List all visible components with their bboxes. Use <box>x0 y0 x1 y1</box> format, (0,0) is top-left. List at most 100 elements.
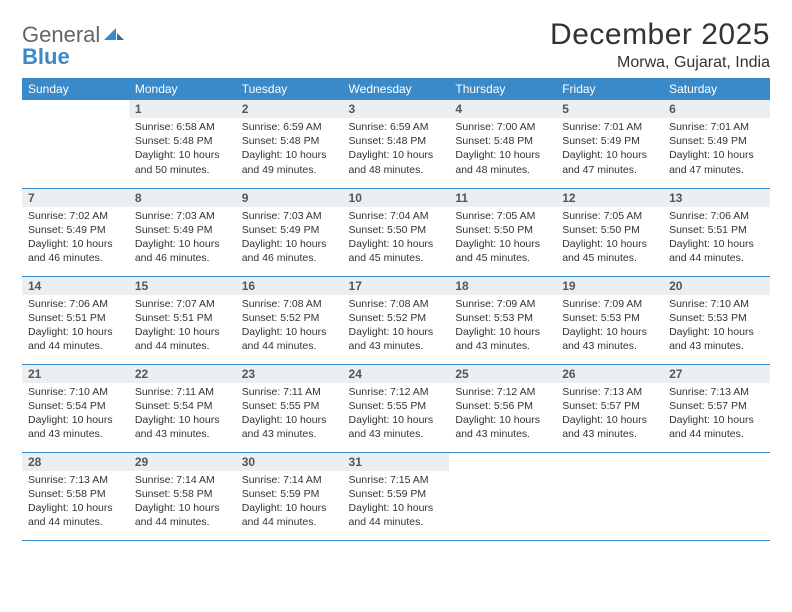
calendar-day-cell: 19Sunrise: 7:09 AMSunset: 5:53 PMDayligh… <box>556 276 663 364</box>
day-sunrise: Sunrise: 7:07 AM <box>135 297 230 311</box>
calendar-day-cell: 27Sunrise: 7:13 AMSunset: 5:57 PMDayligh… <box>663 364 770 452</box>
calendar-day-cell: 28Sunrise: 7:13 AMSunset: 5:58 PMDayligh… <box>22 452 129 540</box>
calendar-day-cell: 16Sunrise: 7:08 AMSunset: 5:52 PMDayligh… <box>236 276 343 364</box>
day-details: Sunrise: 7:13 AMSunset: 5:58 PMDaylight:… <box>22 471 129 534</box>
day-details: Sunrise: 7:09 AMSunset: 5:53 PMDaylight:… <box>449 295 556 358</box>
calendar-day-cell: 1Sunrise: 6:58 AMSunset: 5:48 PMDaylight… <box>129 100 236 188</box>
weekday-header: Tuesday <box>236 78 343 100</box>
day-details: Sunrise: 6:59 AMSunset: 5:48 PMDaylight:… <box>236 118 343 181</box>
day-sunrise: Sunrise: 7:10 AM <box>669 297 764 311</box>
day-details: Sunrise: 7:09 AMSunset: 5:53 PMDaylight:… <box>556 295 663 358</box>
day-sunset: Sunset: 5:48 PM <box>242 134 337 148</box>
day-number: 25 <box>449 365 556 383</box>
day-sunset: Sunset: 5:59 PM <box>242 487 337 501</box>
day-daylight: Daylight: 10 hours and 50 minutes. <box>135 148 230 176</box>
calendar-day-cell <box>22 100 129 188</box>
day-details: Sunrise: 7:07 AMSunset: 5:51 PMDaylight:… <box>129 295 236 358</box>
day-number: 3 <box>343 100 450 118</box>
day-sunrise: Sunrise: 6:59 AM <box>349 120 444 134</box>
day-sunset: Sunset: 5:50 PM <box>455 223 550 237</box>
day-daylight: Daylight: 10 hours and 45 minutes. <box>349 237 444 265</box>
logo-sail-icon <box>104 22 126 47</box>
day-details: Sunrise: 7:04 AMSunset: 5:50 PMDaylight:… <box>343 207 450 270</box>
calendar-day-cell: 15Sunrise: 7:07 AMSunset: 5:51 PMDayligh… <box>129 276 236 364</box>
day-details: Sunrise: 7:05 AMSunset: 5:50 PMDaylight:… <box>556 207 663 270</box>
day-details: Sunrise: 7:01 AMSunset: 5:49 PMDaylight:… <box>663 118 770 181</box>
day-number: 8 <box>129 189 236 207</box>
day-daylight: Daylight: 10 hours and 45 minutes. <box>455 237 550 265</box>
day-daylight: Daylight: 10 hours and 43 minutes. <box>455 325 550 353</box>
day-sunset: Sunset: 5:52 PM <box>242 311 337 325</box>
calendar-day-cell: 29Sunrise: 7:14 AMSunset: 5:58 PMDayligh… <box>129 452 236 540</box>
day-details: Sunrise: 7:13 AMSunset: 5:57 PMDaylight:… <box>556 383 663 446</box>
day-details: Sunrise: 7:06 AMSunset: 5:51 PMDaylight:… <box>22 295 129 358</box>
day-daylight: Daylight: 10 hours and 44 minutes. <box>135 501 230 529</box>
day-sunset: Sunset: 5:49 PM <box>135 223 230 237</box>
day-daylight: Daylight: 10 hours and 47 minutes. <box>669 148 764 176</box>
day-sunrise: Sunrise: 7:04 AM <box>349 209 444 223</box>
day-sunrise: Sunrise: 7:13 AM <box>28 473 123 487</box>
calendar-day-cell: 9Sunrise: 7:03 AMSunset: 5:49 PMDaylight… <box>236 188 343 276</box>
day-sunrise: Sunrise: 6:58 AM <box>135 120 230 134</box>
day-daylight: Daylight: 10 hours and 43 minutes. <box>242 413 337 441</box>
calendar-day-cell: 22Sunrise: 7:11 AMSunset: 5:54 PMDayligh… <box>129 364 236 452</box>
day-daylight: Daylight: 10 hours and 49 minutes. <box>242 148 337 176</box>
day-details: Sunrise: 7:15 AMSunset: 5:59 PMDaylight:… <box>343 471 450 534</box>
day-number: 23 <box>236 365 343 383</box>
day-details: Sunrise: 7:03 AMSunset: 5:49 PMDaylight:… <box>236 207 343 270</box>
calendar-day-cell: 7Sunrise: 7:02 AMSunset: 5:49 PMDaylight… <box>22 188 129 276</box>
weekday-header: Saturday <box>663 78 770 100</box>
day-sunset: Sunset: 5:58 PM <box>28 487 123 501</box>
day-number: 14 <box>22 277 129 295</box>
title-block: December 2025 Morwa, Gujarat, India <box>550 18 770 72</box>
day-details: Sunrise: 7:14 AMSunset: 5:58 PMDaylight:… <box>129 471 236 534</box>
day-sunrise: Sunrise: 7:13 AM <box>562 385 657 399</box>
day-daylight: Daylight: 10 hours and 47 minutes. <box>562 148 657 176</box>
day-daylight: Daylight: 10 hours and 44 minutes. <box>28 325 123 353</box>
calendar-day-cell: 11Sunrise: 7:05 AMSunset: 5:50 PMDayligh… <box>449 188 556 276</box>
day-sunset: Sunset: 5:54 PM <box>135 399 230 413</box>
day-sunset: Sunset: 5:49 PM <box>562 134 657 148</box>
day-sunset: Sunset: 5:57 PM <box>669 399 764 413</box>
day-details: Sunrise: 7:14 AMSunset: 5:59 PMDaylight:… <box>236 471 343 534</box>
day-details: Sunrise: 7:12 AMSunset: 5:55 PMDaylight:… <box>343 383 450 446</box>
day-sunset: Sunset: 5:50 PM <box>562 223 657 237</box>
day-daylight: Daylight: 10 hours and 44 minutes. <box>242 501 337 529</box>
day-details: Sunrise: 7:10 AMSunset: 5:53 PMDaylight:… <box>663 295 770 358</box>
calendar-day-cell: 31Sunrise: 7:15 AMSunset: 5:59 PMDayligh… <box>343 452 450 540</box>
day-sunrise: Sunrise: 7:00 AM <box>455 120 550 134</box>
day-sunset: Sunset: 5:48 PM <box>135 134 230 148</box>
calendar-day-cell <box>663 452 770 540</box>
day-daylight: Daylight: 10 hours and 48 minutes. <box>455 148 550 176</box>
day-sunset: Sunset: 5:49 PM <box>28 223 123 237</box>
day-number: 30 <box>236 453 343 471</box>
day-details: Sunrise: 7:11 AMSunset: 5:55 PMDaylight:… <box>236 383 343 446</box>
weekday-header: Sunday <box>22 78 129 100</box>
day-number: 13 <box>663 189 770 207</box>
day-sunset: Sunset: 5:57 PM <box>562 399 657 413</box>
day-number: 11 <box>449 189 556 207</box>
day-number: 31 <box>343 453 450 471</box>
day-daylight: Daylight: 10 hours and 46 minutes. <box>28 237 123 265</box>
day-number: 4 <box>449 100 556 118</box>
calendar-week-row: 14Sunrise: 7:06 AMSunset: 5:51 PMDayligh… <box>22 276 770 364</box>
day-number: 16 <box>236 277 343 295</box>
day-sunrise: Sunrise: 7:06 AM <box>28 297 123 311</box>
day-details: Sunrise: 7:06 AMSunset: 5:51 PMDaylight:… <box>663 207 770 270</box>
calendar-day-cell: 26Sunrise: 7:13 AMSunset: 5:57 PMDayligh… <box>556 364 663 452</box>
day-sunrise: Sunrise: 7:11 AM <box>135 385 230 399</box>
day-sunset: Sunset: 5:49 PM <box>669 134 764 148</box>
day-number: 17 <box>343 277 450 295</box>
day-daylight: Daylight: 10 hours and 43 minutes. <box>135 413 230 441</box>
day-daylight: Daylight: 10 hours and 46 minutes. <box>242 237 337 265</box>
calendar-day-cell: 18Sunrise: 7:09 AMSunset: 5:53 PMDayligh… <box>449 276 556 364</box>
day-sunset: Sunset: 5:51 PM <box>28 311 123 325</box>
day-sunrise: Sunrise: 7:03 AM <box>242 209 337 223</box>
day-sunset: Sunset: 5:59 PM <box>349 487 444 501</box>
day-number: 9 <box>236 189 343 207</box>
day-sunset: Sunset: 5:52 PM <box>349 311 444 325</box>
day-daylight: Daylight: 10 hours and 44 minutes. <box>135 325 230 353</box>
calendar-week-row: 21Sunrise: 7:10 AMSunset: 5:54 PMDayligh… <box>22 364 770 452</box>
calendar-day-cell: 5Sunrise: 7:01 AMSunset: 5:49 PMDaylight… <box>556 100 663 188</box>
calendar-day-cell: 6Sunrise: 7:01 AMSunset: 5:49 PMDaylight… <box>663 100 770 188</box>
